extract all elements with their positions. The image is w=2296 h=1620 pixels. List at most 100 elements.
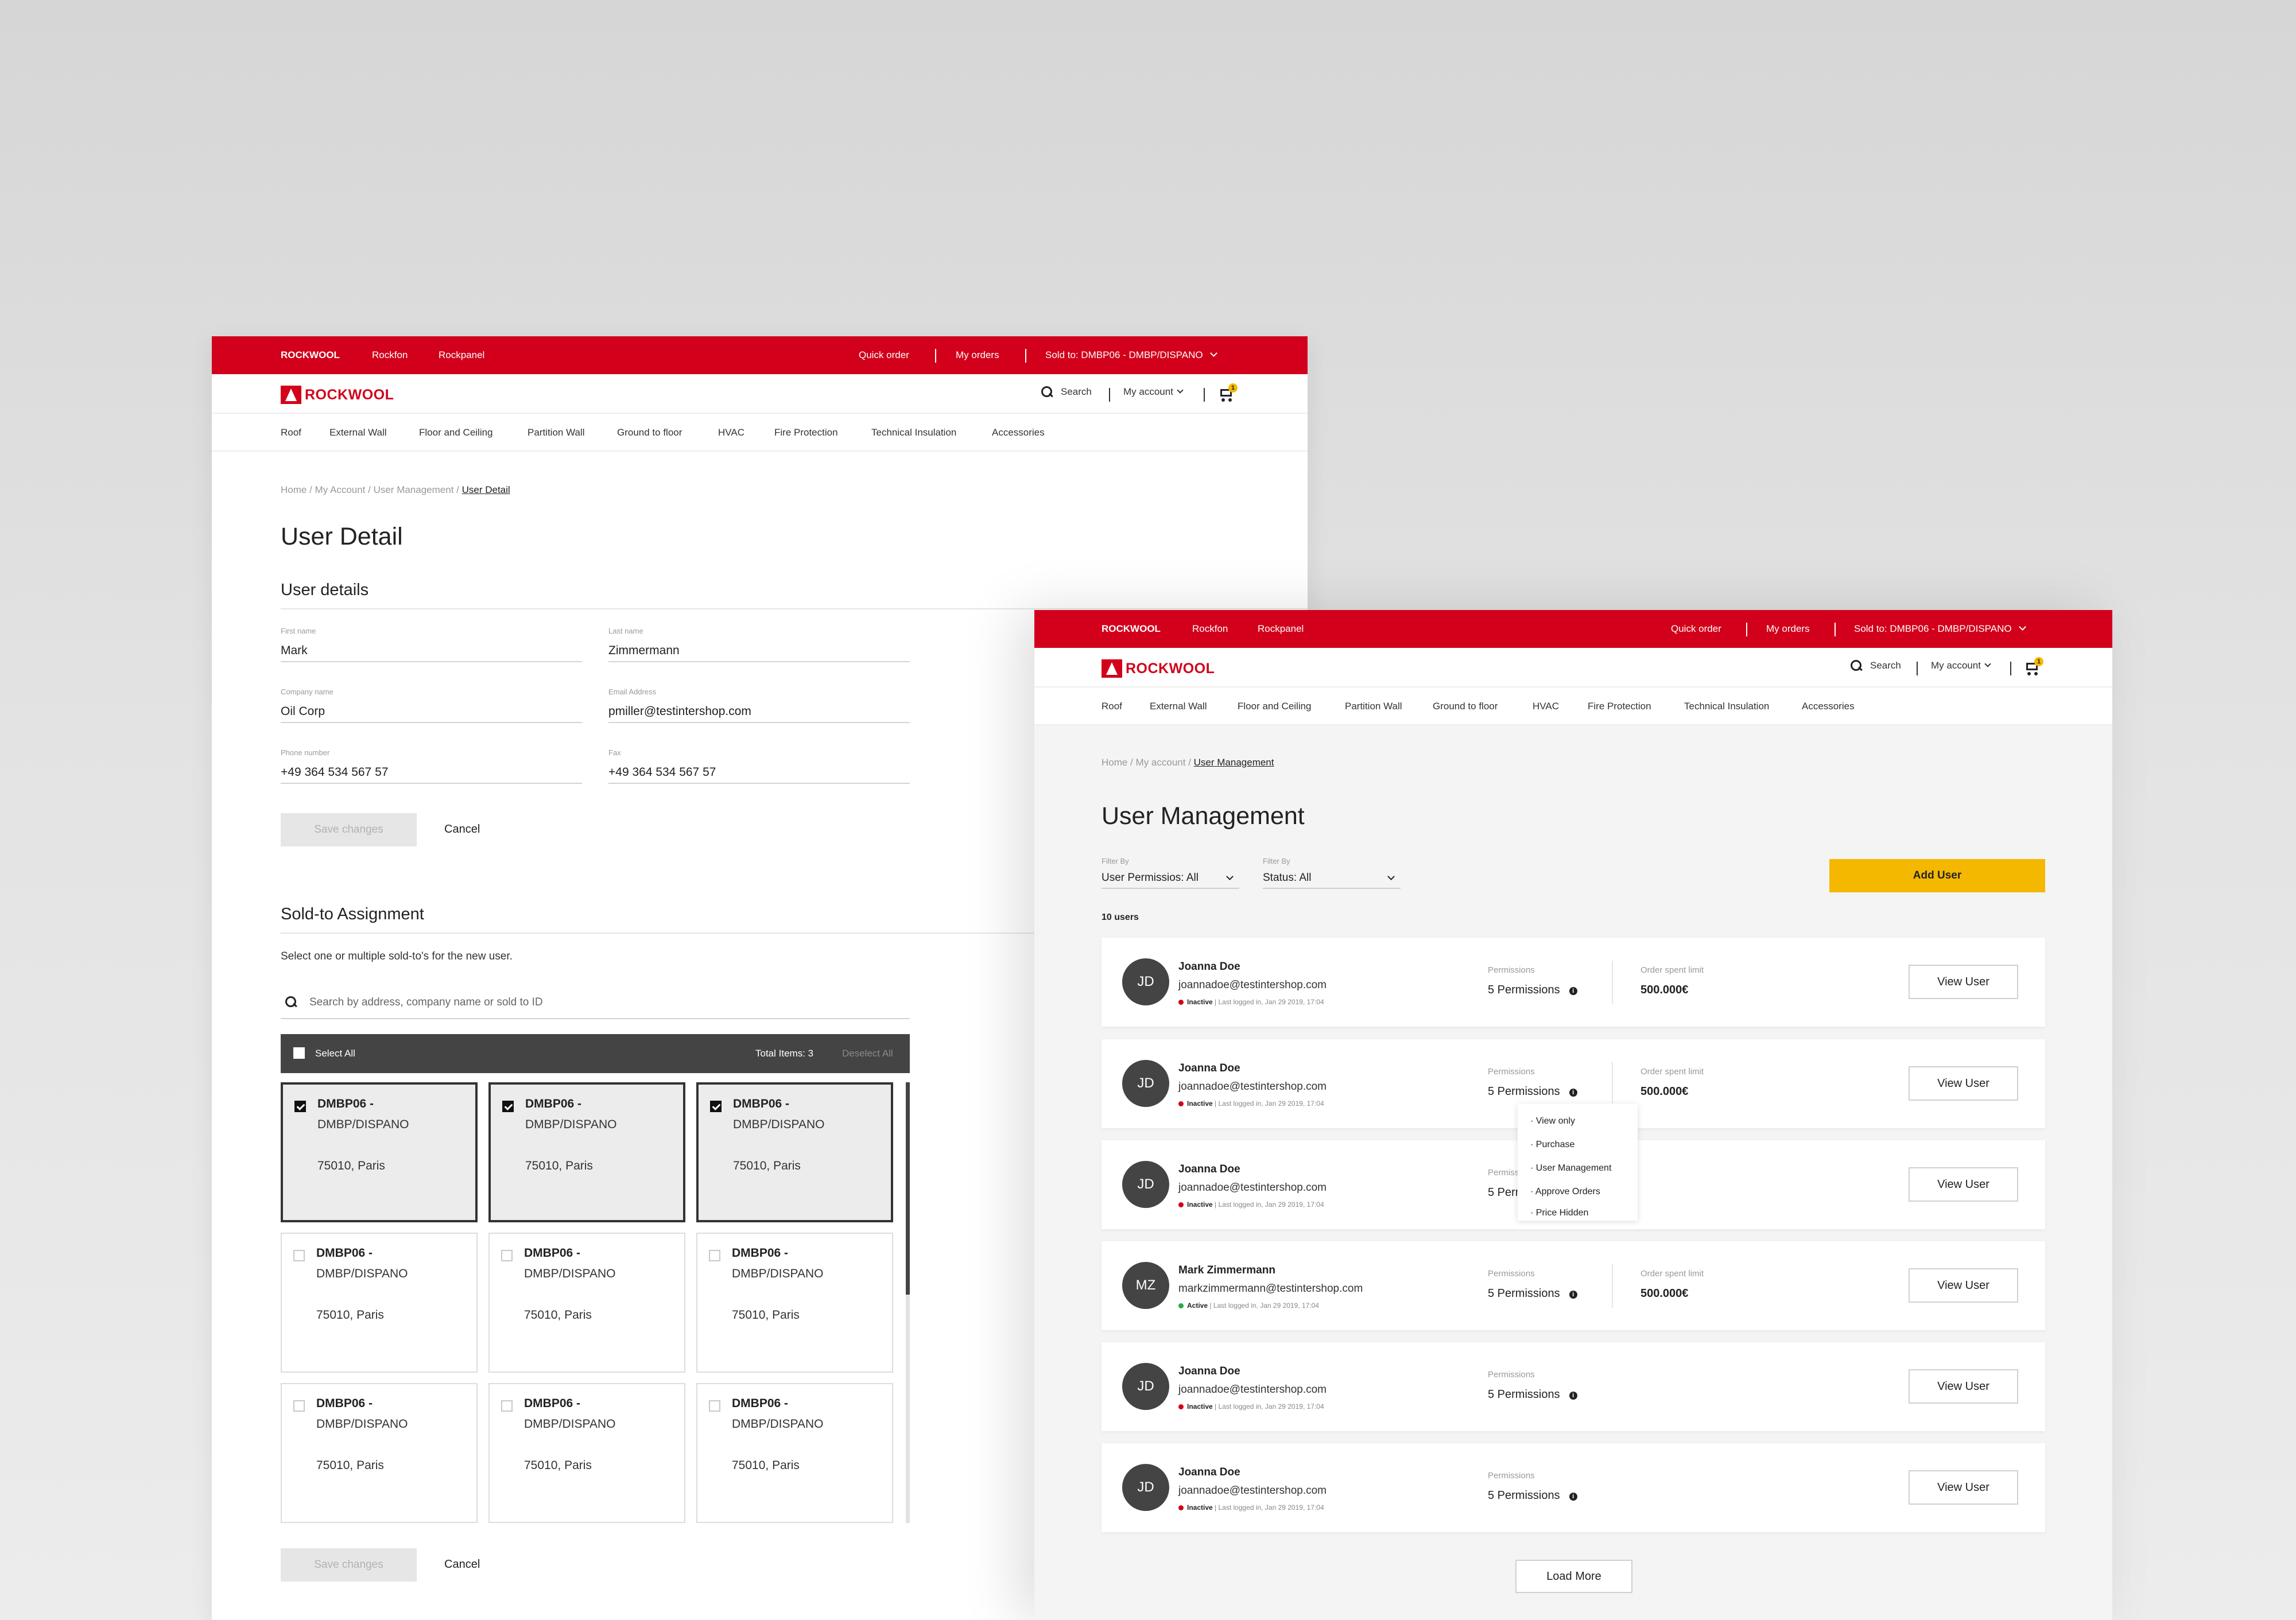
sold-to-dropdown[interactable]: Sold to: DMBP06 - DMBP/DISPANO [1854, 610, 2026, 648]
phone-field[interactable]: Phone number +49 364 534 567 57 [281, 748, 582, 784]
nav-fire-protection[interactable]: Fire Protection [774, 427, 838, 438]
nav-roof[interactable]: Roof [1102, 701, 1122, 712]
rockwool-link[interactable]: ROCKWOOL [1102, 623, 1161, 634]
sold-to-card[interactable]: DMBP06 - DMBP/DISPANO 75010, Paris [281, 1082, 478, 1222]
search-button[interactable]: Search [1851, 660, 1901, 671]
view-user-button[interactable]: View User [1909, 1470, 2018, 1505]
save-changes-button[interactable]: Save changes [281, 813, 417, 846]
sold-to-card[interactable]: DMBP06 - DMBP/DISPANO 75010, Paris [696, 1082, 893, 1222]
cancel-button[interactable]: Cancel [444, 823, 480, 836]
sold-to-search-input[interactable]: Search by address, company name or sold … [281, 990, 910, 1019]
divider [1835, 623, 1836, 636]
breadcrumb-user-management[interactable]: User Management [1193, 757, 1274, 768]
breadcrumb-my-account[interactable]: My Account [315, 484, 366, 495]
sold-to-card[interactable]: DMBP06 - DMBP/DISPANO 75010, Paris [488, 1383, 685, 1523]
save-changes-button-bottom[interactable]: Save changes [281, 1548, 417, 1582]
last-name-field[interactable]: Last name Zimmermann [608, 627, 910, 662]
add-user-button[interactable]: Add User [1829, 859, 2045, 892]
select-all-checkbox[interactable] [293, 1047, 305, 1059]
sold-to-card[interactable]: DMBP06 - DMBP/DISPANO 75010, Paris [488, 1082, 685, 1222]
nav-accessories[interactable]: Accessories [1802, 701, 1855, 712]
nav-hvac[interactable]: HVAC [718, 427, 744, 438]
search-button[interactable]: Search [1041, 386, 1092, 398]
nav-technical-insulation[interactable]: Technical Insulation [871, 427, 957, 438]
cart-icon[interactable]: 1 [1219, 383, 1238, 402]
card-checkbox[interactable] [709, 1400, 720, 1412]
sold-to-card[interactable]: DMBP06 - DMBP/DISPANO 75010, Paris [488, 1233, 685, 1373]
info-icon[interactable]: i [1569, 1291, 1577, 1299]
breadcrumb-user-detail[interactable]: User Detail [461, 484, 510, 495]
select-all-label[interactable]: Select All [315, 1048, 355, 1059]
nav-floor-ceiling[interactable]: Floor and Ceiling [1238, 701, 1312, 712]
cart-icon[interactable]: 1 [2025, 657, 2043, 675]
nav-ground-to-floor[interactable]: Ground to floor [1433, 701, 1498, 712]
permissions-filter[interactable]: Filter By User Permissios: All [1102, 857, 1239, 889]
first-name-field[interactable]: First name Mark [281, 627, 582, 662]
email-field[interactable]: Email Address pmiller@testintershop.com [608, 687, 910, 723]
rockwool-logo[interactable]: ROCKWOOL [281, 386, 394, 404]
rockpanel-link[interactable]: Rockpanel [1258, 623, 1304, 634]
user-status: Inactive | Last logged in, Jan 29 2019, … [1178, 1201, 1324, 1209]
quick-order-link[interactable]: Quick order [1671, 623, 1721, 634]
breadcrumb-my-account[interactable]: My account [1135, 757, 1186, 768]
fax-field[interactable]: Fax +49 364 534 567 57 [608, 748, 910, 784]
my-orders-link[interactable]: My orders [1766, 623, 1810, 634]
card-checkbox[interactable] [501, 1400, 513, 1412]
nav-fire-protection[interactable]: Fire Protection [1588, 701, 1651, 712]
sold-to-card[interactable]: DMBP06 - DMBP/DISPANO 75010, Paris [281, 1233, 478, 1373]
status-filter[interactable]: Filter By Status: All [1263, 857, 1401, 889]
nav-hvac[interactable]: HVAC [1533, 701, 1559, 712]
card-checkbox[interactable] [294, 1101, 306, 1112]
cancel-button-bottom[interactable]: Cancel [444, 1558, 480, 1571]
sold-to-card[interactable]: DMBP06 - DMBP/DISPANO 75010, Paris [281, 1383, 478, 1523]
nav-floor-ceiling[interactable]: Floor and Ceiling [419, 427, 493, 438]
nav-ground-to-floor[interactable]: Ground to floor [617, 427, 682, 438]
my-account-dropdown[interactable]: My account [1931, 660, 1991, 671]
rockpanel-link[interactable]: Rockpanel [439, 349, 485, 360]
card-checkbox[interactable] [502, 1101, 514, 1112]
rockwool-logo[interactable]: ROCKWOOL [1102, 659, 1215, 678]
deselect-all-button[interactable]: Deselect All [842, 1048, 893, 1059]
card-checkbox[interactable] [709, 1250, 720, 1261]
view-user-button[interactable]: View User [1909, 965, 2018, 999]
card-checkbox[interactable] [710, 1101, 722, 1112]
view-user-button[interactable]: View User [1909, 1167, 2018, 1202]
card-checkbox[interactable] [293, 1250, 305, 1261]
my-orders-link[interactable]: My orders [956, 349, 999, 360]
scrollbar-thumb[interactable] [906, 1082, 910, 1295]
breadcrumb-user-management[interactable]: User Management [373, 484, 454, 495]
rockfon-link[interactable]: Rockfon [1192, 623, 1228, 634]
nav-external-wall[interactable]: External Wall [1150, 701, 1207, 712]
nav-technical-insulation[interactable]: Technical Insulation [1684, 701, 1770, 712]
info-icon[interactable]: i [1569, 987, 1577, 995]
card-checkbox[interactable] [293, 1400, 305, 1412]
nav-accessories[interactable]: Accessories [992, 427, 1045, 438]
company-name-field[interactable]: Company name Oil Corp [281, 687, 582, 723]
rockwool-link[interactable]: ROCKWOOL [281, 349, 340, 360]
breadcrumb-home[interactable]: Home [1102, 757, 1128, 768]
info-icon[interactable]: i [1569, 1089, 1577, 1097]
sold-to-card[interactable]: DMBP06 - DMBP/DISPANO 75010, Paris [696, 1383, 893, 1523]
nav-partition-wall[interactable]: Partition Wall [528, 427, 585, 438]
load-more-button[interactable]: Load More [1515, 1560, 1632, 1593]
nav-roof[interactable]: Roof [281, 427, 301, 438]
sold-to-dropdown[interactable]: Sold to: DMBP06 - DMBP/DISPANO [1045, 336, 1217, 374]
sold-to-label: Sold to: DMBP06 - DMBP/DISPANO [1854, 623, 2012, 634]
info-icon[interactable]: i [1569, 1392, 1577, 1400]
quick-order-link[interactable]: Quick order [859, 349, 909, 360]
view-user-button[interactable]: View User [1909, 1369, 2018, 1404]
view-user-button[interactable]: View User [1909, 1268, 2018, 1303]
sold-to-card[interactable]: DMBP06 - DMBP/DISPANO 75010, Paris [696, 1233, 893, 1373]
permissions-label: Permissions [1488, 1471, 1535, 1481]
filter-value: Status: All [1263, 872, 1312, 884]
grid-scrollbar[interactable] [906, 1082, 910, 1523]
my-account-dropdown[interactable]: My account [1123, 386, 1184, 398]
nav-partition-wall[interactable]: Partition Wall [1345, 701, 1402, 712]
rockfon-link[interactable]: Rockfon [372, 349, 408, 360]
card-checkbox[interactable] [501, 1250, 513, 1261]
info-icon[interactable]: i [1569, 1493, 1577, 1501]
breadcrumb-home[interactable]: Home [281, 484, 307, 495]
divider [935, 349, 936, 363]
view-user-button[interactable]: View User [1909, 1066, 2018, 1101]
nav-external-wall[interactable]: External Wall [329, 427, 387, 438]
